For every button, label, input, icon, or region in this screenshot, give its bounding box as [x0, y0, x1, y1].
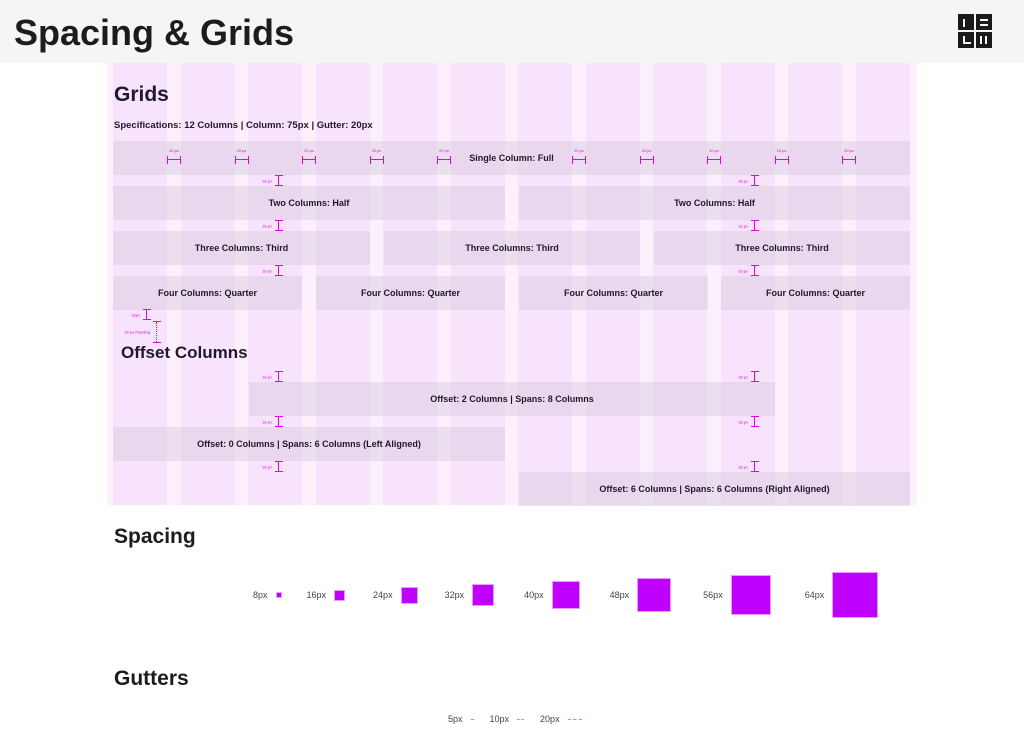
gutter-width-marker: 20 px	[572, 148, 586, 164]
row-gap-marker: 16 px	[738, 371, 759, 382]
padding-marker: 32 px Padding	[124, 321, 161, 343]
gutter-label: 5px	[448, 714, 463, 724]
spacing-swatch	[400, 586, 418, 604]
block-two-columns: Two Columns: Half	[519, 186, 910, 220]
spacing-swatch	[637, 578, 672, 612]
spacing-label: 24px	[373, 590, 393, 600]
spacing-heading: Spacing	[114, 525, 196, 548]
grid-column	[720, 63, 775, 505]
block-four-columns: Four Columns: Quarter	[519, 276, 708, 310]
gutter-width-marker: 20 px	[774, 148, 789, 164]
block-offset-6-span-6: Offset: 6 Columns | Spans: 6 Columns (Ri…	[519, 472, 910, 506]
row-gap-marker: 16 px	[738, 461, 759, 472]
grid-canvas: Grids Specifications: 12 Columns | Colum…	[107, 63, 917, 506]
grid-specification: Specifications: 12 Columns | Column: 75p…	[114, 120, 373, 131]
spacing-label: 8px	[253, 590, 268, 600]
row-gap-marker: 16 px	[262, 371, 283, 382]
row-gap-marker: 16 px	[262, 220, 283, 231]
heading-gap-marker: 16px	[131, 309, 151, 320]
gutter-width-marker: 20 px	[842, 148, 856, 164]
gutter-label: 20px	[540, 714, 560, 724]
block-four-columns: Four Columns: Quarter	[113, 276, 302, 310]
gutter-sample	[470, 718, 474, 720]
row-gap-marker: 16 px	[262, 265, 283, 276]
block-offset-2-span-8: Offset: 2 Columns | Spans: 8 Columns	[249, 382, 775, 416]
spacing-label: 16px	[306, 590, 327, 600]
spacing-swatch	[334, 589, 346, 601]
gutter-width-marker: 20 px	[167, 148, 181, 164]
grid-column	[450, 63, 505, 505]
block-three-columns: Three Columns: Third	[113, 231, 370, 265]
gutters-heading: Gutters	[114, 667, 189, 690]
block-two-columns: Two Columns: Half	[113, 186, 505, 220]
gutter-width-marker: 20 px	[707, 148, 721, 164]
gutter-width-marker: 20 px	[234, 148, 249, 164]
spacing-label: 40px	[524, 590, 544, 600]
block-single-column: Single Column: Full	[113, 141, 910, 175]
grid-column	[383, 63, 437, 505]
row-gap-marker: 16 px	[738, 265, 759, 276]
gutter-width-marker: 20 px	[369, 148, 384, 164]
row-gap-marker: 16 px	[262, 461, 283, 472]
spacing-swatch	[472, 584, 495, 606]
spacing-label: 48px	[609, 590, 630, 600]
spacing-swatch	[551, 581, 580, 609]
grid-column	[180, 63, 235, 505]
offset-columns-heading: Offset Columns	[121, 343, 248, 362]
gutter-width-marker: 20 px	[302, 148, 316, 164]
gutter-label: 10px	[489, 714, 510, 724]
header: Spacing & Grids	[0, 0, 1024, 63]
spacing-label: 32px	[444, 590, 465, 600]
block-three-columns: Three Columns: Third	[384, 231, 640, 265]
page-title: Spacing & Grids	[14, 12, 295, 53]
grid-column	[653, 63, 707, 505]
block-four-columns: Four Columns: Quarter	[721, 276, 910, 310]
dsgn-logo	[958, 14, 992, 48]
row-gap-marker: 16 px	[738, 175, 759, 186]
spacing-label: 56px	[703, 590, 723, 600]
grid-column	[315, 63, 370, 505]
row-gap-marker: 16 px	[738, 220, 759, 231]
spacing-swatch	[730, 575, 771, 615]
gutter-sample	[567, 718, 582, 720]
grid-column	[518, 63, 572, 505]
block-four-columns: Four Columns: Quarter	[316, 276, 505, 310]
gutter-width-marker: 20 px	[437, 148, 451, 164]
spacing-scale: 8px 16px 24px 32px 40px 48px 56px 64px	[253, 572, 879, 618]
block-offset-0-span-6: Offset: 0 Columns | Spans: 6 Columns (Le…	[113, 427, 505, 461]
block-three-columns: Three Columns: Third	[654, 231, 910, 265]
gutter-sample	[517, 718, 525, 720]
grid-column	[788, 63, 842, 505]
spacing-swatch	[832, 572, 879, 618]
gutter-scale: 5px 10px 20px	[448, 713, 582, 725]
row-gap-marker: 16 px	[738, 416, 759, 427]
grid-column	[585, 63, 640, 505]
spacing-label: 64px	[804, 590, 825, 600]
row-gap-marker: 16 px	[262, 416, 283, 427]
grid-column	[248, 63, 302, 505]
grid-column	[855, 63, 910, 505]
row-gap-marker: 16 px	[262, 175, 283, 186]
spacing-swatch	[275, 592, 282, 598]
gutter-width-marker: 20 px	[639, 148, 654, 164]
grids-heading: Grids	[114, 83, 169, 106]
grid-column	[113, 63, 167, 505]
